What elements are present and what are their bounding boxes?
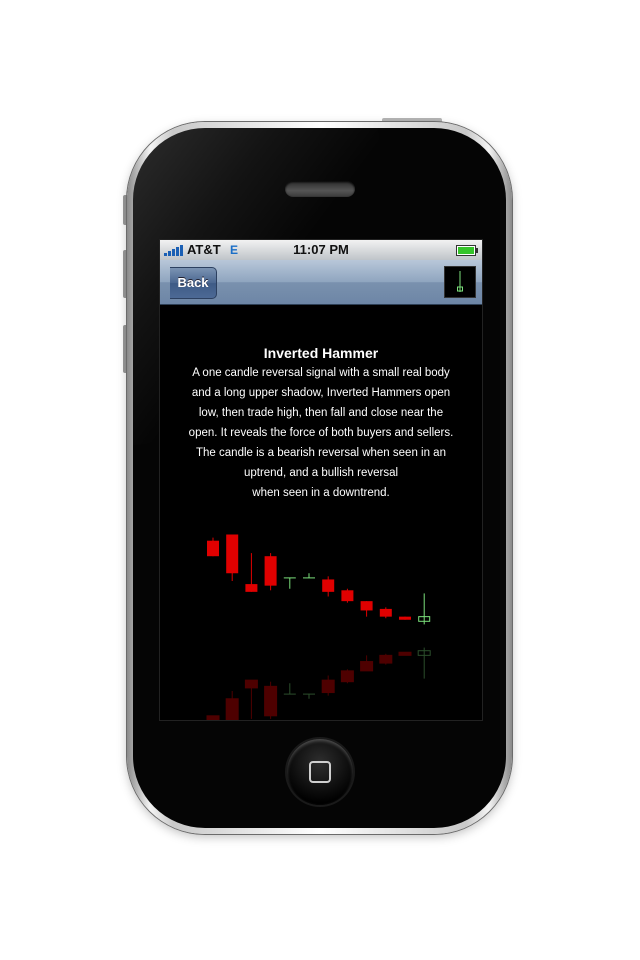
reflection-body (398, 651, 412, 656)
sleep-button (382, 118, 442, 123)
description-line: The candle is a bearish reversal when se… (196, 447, 446, 459)
description-line: and a long upper shadow, Inverted Hammer… (191, 387, 451, 399)
pattern-title: Inverted Hammer (263, 345, 379, 361)
reflection-body (379, 654, 393, 664)
candle-body (360, 601, 373, 611)
navigation-bar: Back (160, 260, 482, 305)
reflection-body (225, 698, 239, 720)
reflection-body (417, 650, 431, 656)
description-line: low, then trade high, then fall and clos… (198, 407, 444, 419)
network-indicator: E (230, 243, 239, 257)
reflection-body (340, 670, 354, 683)
description-line: when seen in a downtrend. (252, 487, 390, 499)
reflection-body (206, 715, 220, 720)
mute-switch (123, 195, 128, 225)
reflection-group (206, 647, 431, 720)
device-screen: AT&T E 11:07 PM Back Inverted Hammer A o… (159, 239, 483, 721)
reflection-body (264, 685, 278, 717)
reflection-body (360, 661, 374, 672)
content-area: Inverted Hammer A one candle reversal si… (160, 304, 482, 720)
candlestick-chart (206, 534, 431, 720)
reflection-body (321, 679, 335, 694)
inverted-hammer-thumbnail-icon[interactable] (444, 266, 476, 298)
home-button[interactable] (287, 739, 353, 805)
description-line: uptrend, and a bullish reversal (243, 467, 399, 479)
description-line: A one candle reversal signal with a smal… (192, 367, 450, 379)
home-square-icon (309, 761, 331, 783)
candle-body (245, 584, 258, 592)
back-button[interactable]: Back (160, 266, 217, 299)
candle-body (341, 590, 354, 602)
status-time: 11:07 PM (293, 242, 349, 257)
candle-body (207, 540, 219, 557)
volume-down-button (123, 325, 128, 373)
reflection-body (244, 679, 258, 689)
earpiece-speaker (285, 181, 355, 197)
candle-body (379, 608, 392, 617)
candle-body (399, 616, 411, 620)
battery-icon (456, 245, 478, 256)
candle-body (226, 534, 239, 574)
candle-body (322, 579, 335, 592)
volume-up-button (123, 250, 128, 298)
status-bar: AT&T E 11:07 PM (160, 240, 482, 260)
pattern-description: A one candle reversal signal with a smal… (174, 363, 468, 503)
signal-strength-icon (164, 244, 183, 256)
carrier-name: AT&T (187, 242, 221, 257)
description-line: open. It reveals the force of both buyer… (188, 427, 454, 439)
candle-body (264, 556, 277, 586)
back-button-label: Back (177, 275, 209, 290)
candle-body (418, 616, 431, 622)
